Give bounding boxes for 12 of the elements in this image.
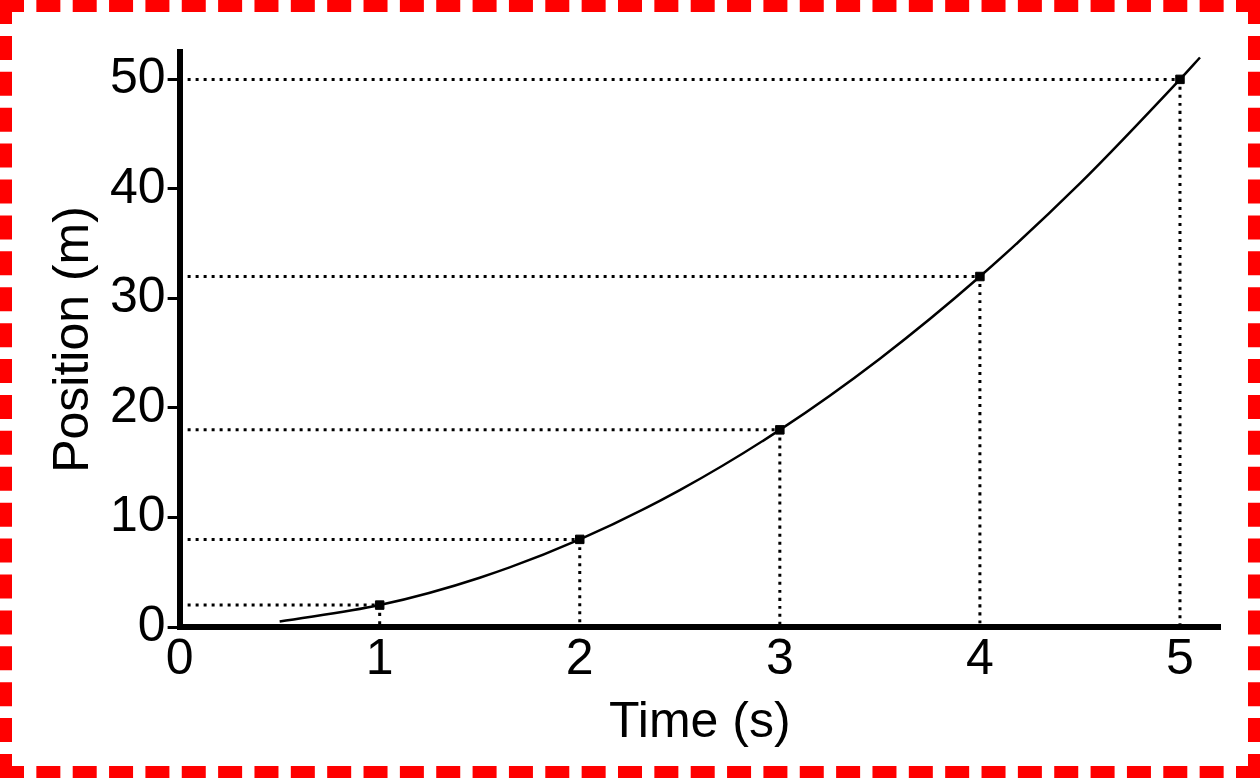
y-tick-label: 40 xyxy=(109,157,166,214)
y-tick-label: 10 xyxy=(109,486,166,543)
y-tick-label: 50 xyxy=(109,48,166,105)
y-tick-label: 20 xyxy=(109,376,166,433)
x-tick-label: 1 xyxy=(365,628,394,685)
x-tick-label: 2 xyxy=(565,628,594,685)
x-tick-label: 5 xyxy=(1166,628,1194,685)
x-tick-label: 4 xyxy=(966,628,994,685)
y-tick-label: 30 xyxy=(109,267,166,324)
y-axis-title: Position (m) xyxy=(42,206,99,473)
x-tick-label: 3 xyxy=(765,628,794,685)
x-axis-title: Time (s) xyxy=(609,691,791,748)
